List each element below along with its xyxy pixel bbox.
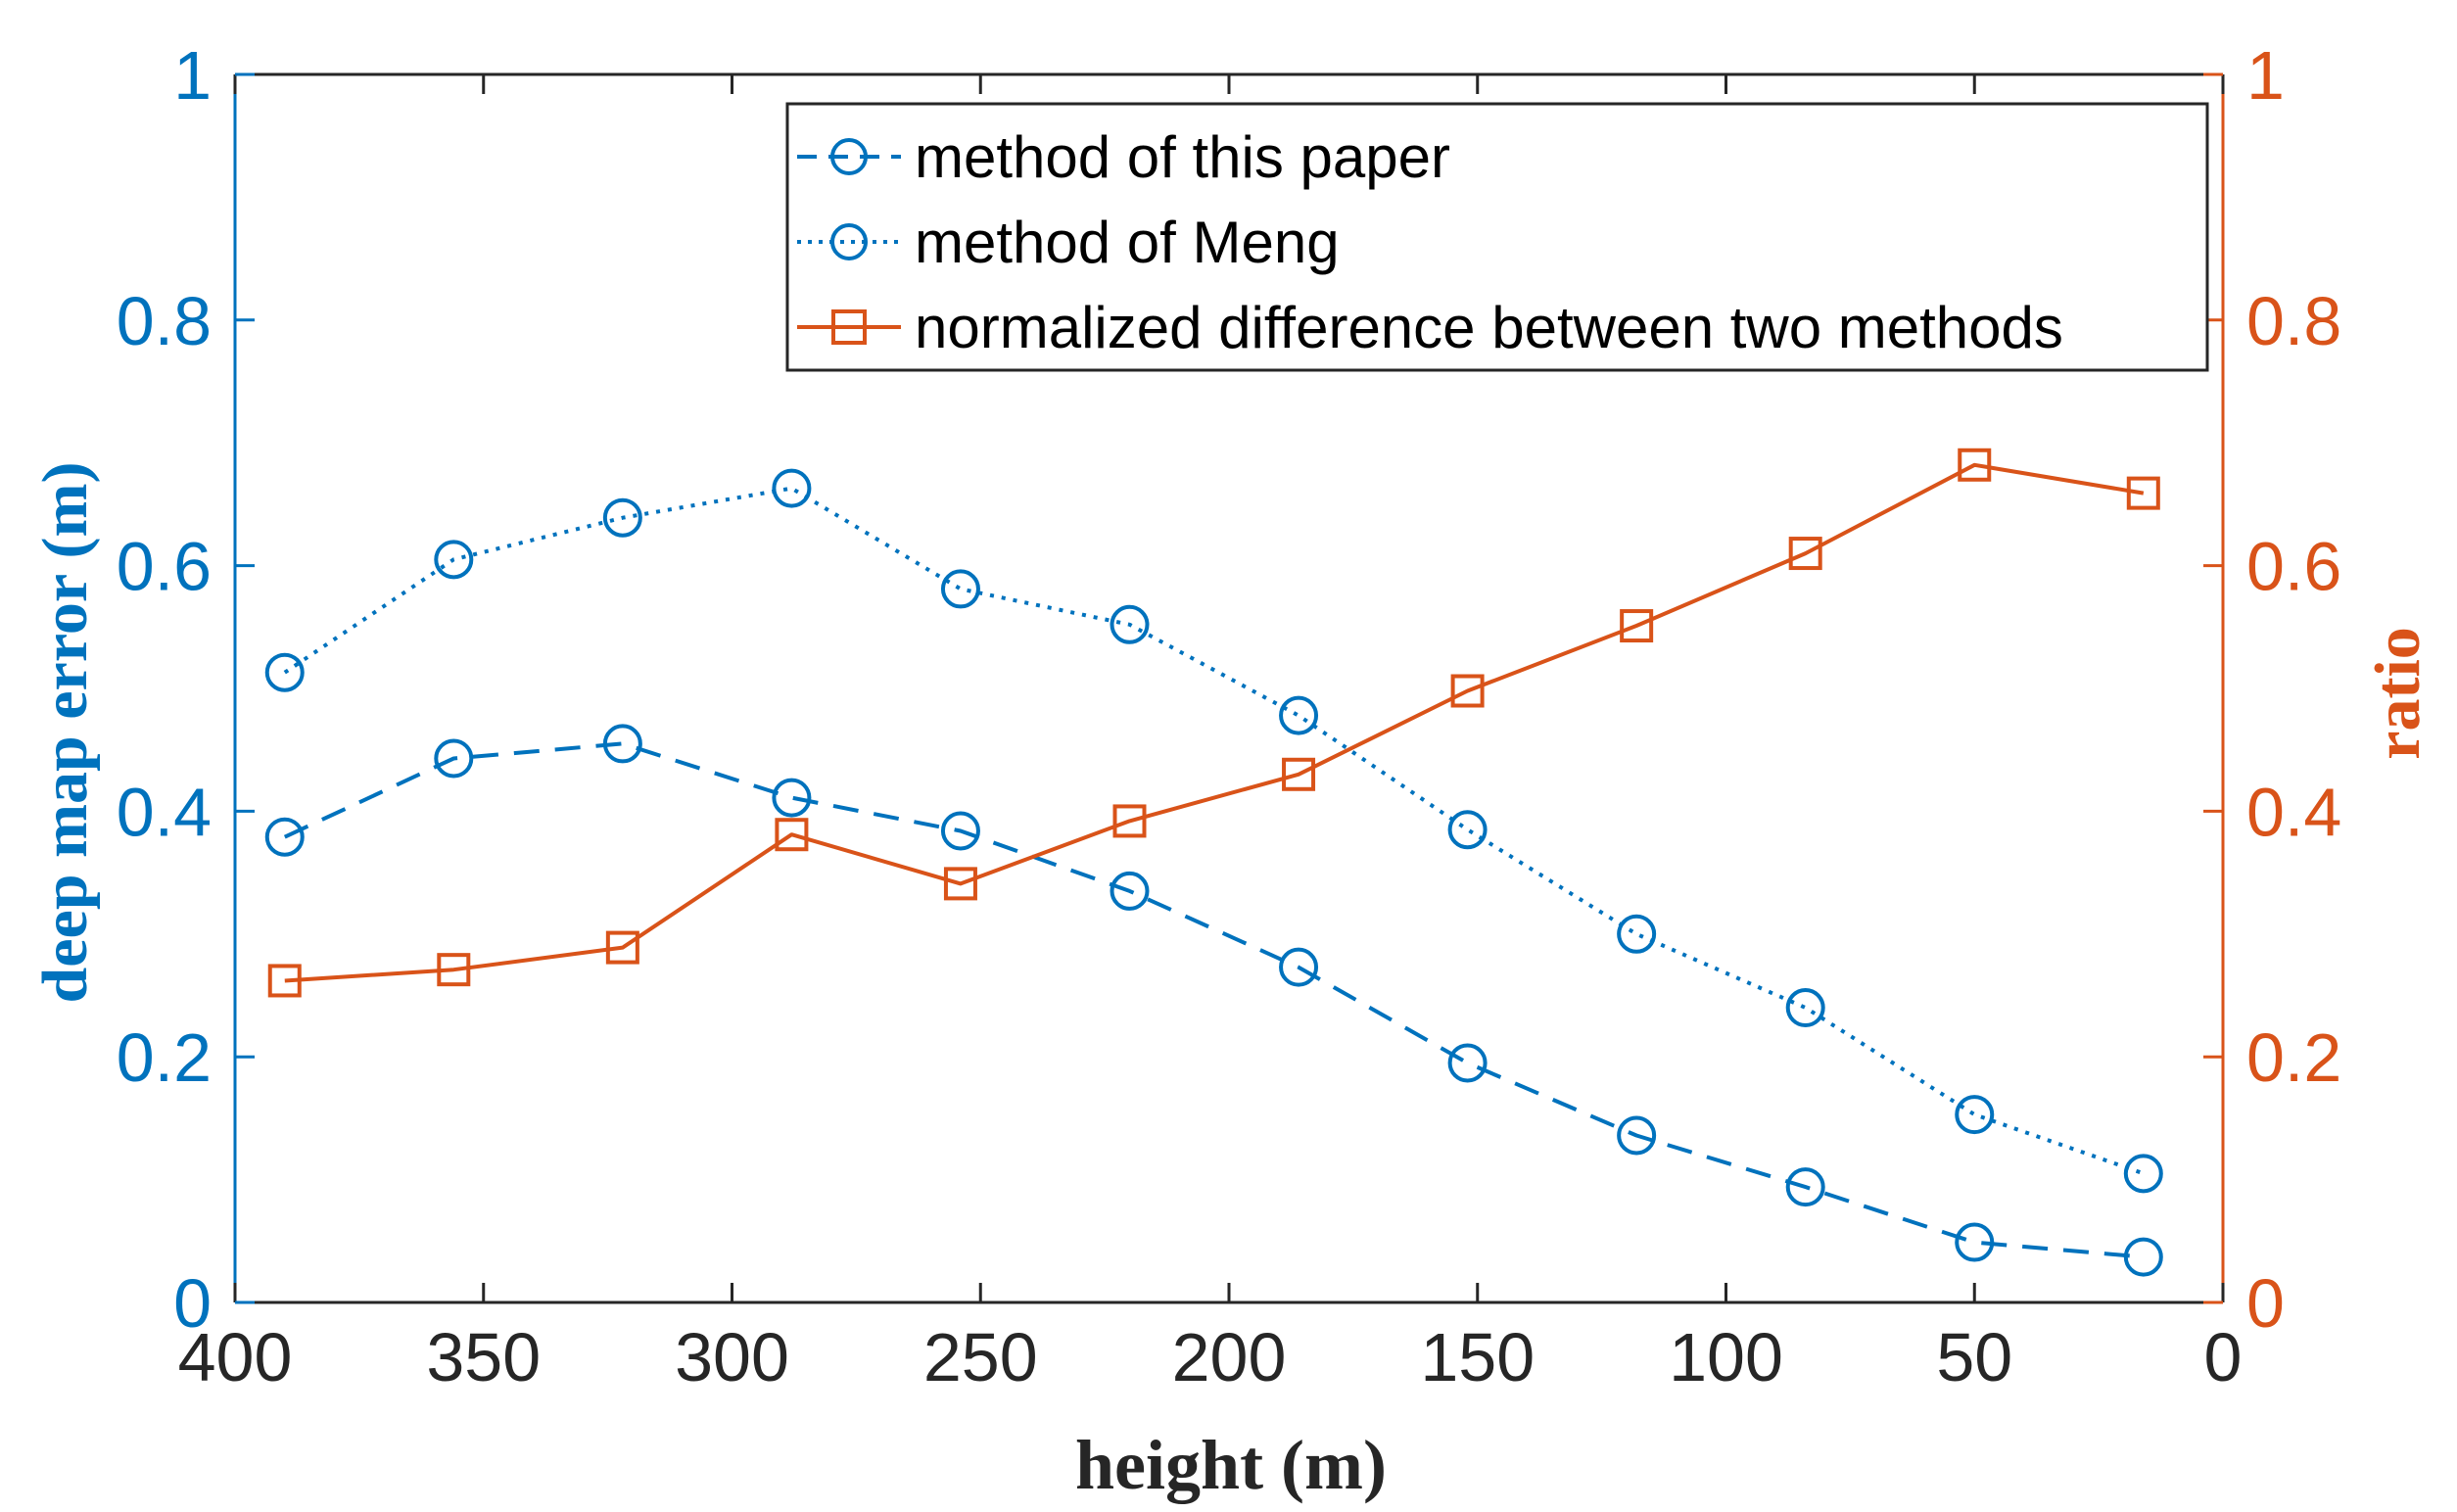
data-point-square xyxy=(775,818,809,852)
series-2 xyxy=(267,448,2160,998)
left-y-tick-label: 0 xyxy=(173,1265,212,1342)
right-y-tick-label: 0.2 xyxy=(2246,1019,2341,1096)
data-point-circle xyxy=(1785,988,1825,1028)
series-line xyxy=(283,741,2144,1259)
left-y-axis-title: deep map error (m) xyxy=(29,462,101,1004)
x-tick-label: 150 xyxy=(1420,1319,1535,1395)
data-point-circle xyxy=(940,569,980,609)
legend-box xyxy=(785,102,2209,372)
legend-label: method of Meng xyxy=(915,210,1340,275)
data-point-circle xyxy=(434,738,474,779)
left-y-tick-label: 0.8 xyxy=(117,283,212,359)
left-y-tick-label: 0.6 xyxy=(117,529,212,605)
data-point-square xyxy=(1788,537,1822,571)
data-point-square xyxy=(2126,476,2160,510)
right-y-axis: 0 0.2 0.4 0.6 0.8 1 xyxy=(2203,37,2341,1342)
right-y-tick-label: 0.4 xyxy=(2246,774,2341,850)
legend-square-marker xyxy=(831,309,867,345)
left-y-tick-label: 0.4 xyxy=(117,774,212,850)
data-point-circle xyxy=(2123,1237,2163,1277)
data-point-circle xyxy=(1447,1043,1488,1083)
data-point-square xyxy=(943,867,977,901)
right-y-tick-label: 0.8 xyxy=(2246,283,2341,359)
data-point-square xyxy=(605,930,639,965)
series-line xyxy=(283,486,2145,1176)
data-point-circle xyxy=(1955,1222,1995,1262)
x-tick-label: 300 xyxy=(675,1319,789,1395)
series-0 xyxy=(264,724,2163,1277)
data-point-circle xyxy=(264,817,305,857)
data-point-circle xyxy=(434,540,474,580)
data-point-circle xyxy=(1447,810,1488,850)
right-y-axis-title: ratio xyxy=(2362,627,2433,760)
x-tick-label: 50 xyxy=(1936,1319,2012,1395)
x-axis: 400 350 300 250 200 150 100 50 0 xyxy=(178,74,2243,1395)
data-point-circle xyxy=(1279,695,1319,735)
data-point-circle xyxy=(772,468,812,508)
legend-item-this-paper: method of this paper xyxy=(797,124,1450,190)
data-point-circle xyxy=(602,497,642,538)
x-tick-label: 200 xyxy=(1172,1319,1287,1395)
series-line xyxy=(284,462,2145,983)
data-point-circle xyxy=(1110,604,1150,644)
data-point-square xyxy=(1958,448,1992,482)
legend-circle-marker xyxy=(830,223,868,260)
left-y-axis: 0 0.2 0.4 0.6 0.8 1 xyxy=(117,37,255,1342)
legend-item-meng: method of Meng xyxy=(797,210,1340,275)
data-point-circle xyxy=(1110,871,1150,911)
left-y-tick-label: 0.2 xyxy=(117,1019,212,1096)
legend-label: method of this paper xyxy=(915,124,1450,190)
data-point-circle xyxy=(2123,1154,2163,1194)
data-point-circle xyxy=(264,652,305,692)
data-point-circle xyxy=(772,778,812,818)
legend-item-normalized-difference: normalized difference between two method… xyxy=(797,295,2063,360)
data-point-circle xyxy=(1617,914,1657,954)
data-point-circle xyxy=(1785,1167,1825,1207)
right-y-tick-label: 0.6 xyxy=(2246,529,2341,605)
data-point-square xyxy=(1620,609,1654,643)
data-point-circle xyxy=(1955,1095,1995,1135)
data-point-circle xyxy=(1279,947,1319,987)
data-point-square xyxy=(1112,804,1147,838)
x-tick-label: 250 xyxy=(923,1319,1038,1395)
x-tick-label: 0 xyxy=(2204,1319,2243,1395)
x-tick-label: 350 xyxy=(426,1319,541,1395)
x-tick-label: 400 xyxy=(178,1319,293,1395)
data-point-square xyxy=(1450,674,1485,708)
left-y-tick-label: 1 xyxy=(173,37,212,114)
legend-circle-marker xyxy=(830,138,868,175)
legend: method of this paper method of Meng norm… xyxy=(785,102,2209,372)
series-layer xyxy=(264,448,2163,1277)
x-tick-label: 100 xyxy=(1669,1319,1783,1395)
x-axis-title: height (m) xyxy=(1075,1426,1387,1504)
legend-label: normalized difference between two method… xyxy=(915,295,2063,360)
data-point-square xyxy=(437,953,471,987)
data-point-circle xyxy=(940,811,980,851)
series-1 xyxy=(264,468,2163,1194)
data-point-square xyxy=(1282,757,1316,791)
right-y-tick-label: 0 xyxy=(2246,1265,2285,1342)
data-point-circle xyxy=(1617,1115,1657,1156)
data-point-square xyxy=(267,964,302,998)
data-point-circle xyxy=(602,724,642,764)
right-y-tick-label: 1 xyxy=(2246,37,2285,114)
